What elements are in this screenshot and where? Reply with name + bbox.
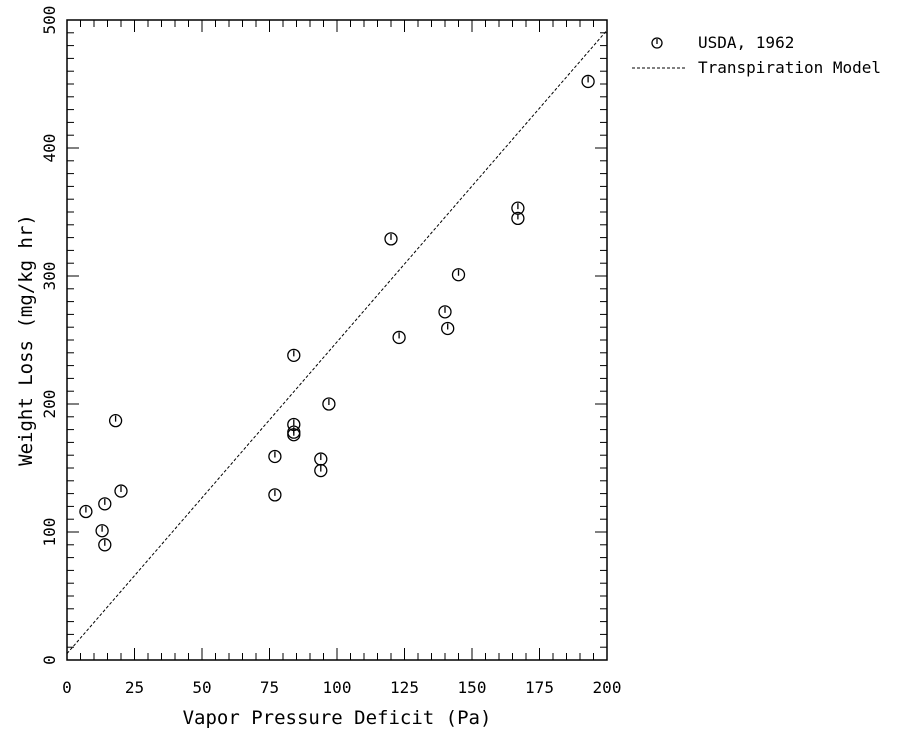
data-point [314,463,328,478]
data-point [451,268,466,282]
data-point [511,201,525,215]
data-point [392,330,406,345]
data-point-circle [384,232,398,246]
data-point [114,484,128,498]
data-point [98,497,112,511]
x-tick-label: 100 [323,678,352,697]
data-point [441,321,455,336]
y-tick-label: 200 [40,390,59,419]
x-tick-label: 75 [260,678,279,697]
data-point-circle [114,484,128,498]
data-point-circle [451,268,466,282]
data-point-circle [98,538,112,552]
data-point [314,452,328,466]
y-tick-label: 100 [40,518,59,547]
data-point-circle [581,74,595,89]
x-tick-label: 25 [125,678,144,697]
y-tick-labels: 0 100 200 300 400 500 [40,6,59,665]
data-point [98,538,112,552]
y-tick-label: 400 [40,134,59,163]
data-point-circle [438,305,452,319]
plot-frame [66,19,608,661]
data-point-circle [322,397,336,411]
model-line [66,29,608,654]
x-tick-label: 175 [525,678,554,697]
series-usda-1962 [79,74,595,552]
data-point [287,348,301,363]
data-point-circle [511,211,525,226]
y-axis-label: Weight Loss (mg/kg hr) [15,214,37,466]
x-tick-label: 125 [390,678,419,697]
x-tick-label: 150 [458,678,487,697]
data-point-circle [98,497,112,511]
series-transpiration-model [66,29,608,654]
data-point-circle [268,449,282,464]
data-point-circle [392,330,406,345]
data-point [384,232,398,246]
data-point-circle [287,425,301,439]
y-tick-label: 500 [40,6,59,35]
legend: USDA, 1962 Transpiration Model [632,33,881,77]
data-point [438,305,452,319]
y-tick-label: 300 [40,262,59,291]
y-tick-label: 0 [40,655,59,665]
data-point [581,74,595,89]
data-point [268,488,282,502]
x-tick-label: 200 [593,678,622,697]
data-point-circle [268,488,282,502]
x-tick-label: 0 [62,678,72,697]
legend-label-model: Transpiration Model [698,58,881,77]
data-point-circle [108,413,123,428]
axis-ticks [66,19,608,661]
x-tick-labels: 0 25 50 75 100 125 150 175 200 [62,678,621,697]
legend-marker-usda [651,37,663,49]
data-point-circle [287,348,301,363]
data-point [95,524,109,538]
data-point [108,413,123,428]
data-point [287,417,301,432]
data-point-circle [511,201,525,215]
data-point [268,449,282,464]
data-point [322,397,336,411]
data-point-circle [287,417,301,432]
x-axis-label: Vapor Pressure Deficit (Pa) [183,707,492,729]
legend-label-usda: USDA, 1962 [698,33,794,52]
data-point-circle [314,452,328,466]
data-point [79,504,93,519]
data-point-circle [79,504,93,519]
data-point-circle [441,321,455,336]
data-point-circle [95,524,109,538]
x-tick-label: 50 [192,678,211,697]
